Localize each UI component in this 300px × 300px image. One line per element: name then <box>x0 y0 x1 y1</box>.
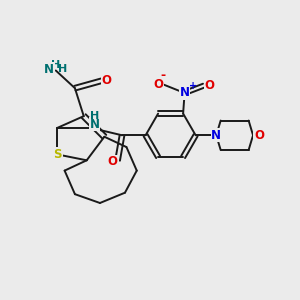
Text: O: O <box>102 74 112 87</box>
Text: N: N <box>211 129 221 142</box>
Text: N: N <box>180 86 190 100</box>
Text: H: H <box>58 64 67 74</box>
Text: O: O <box>154 78 164 91</box>
Text: N: N <box>44 62 54 76</box>
Text: S: S <box>53 148 61 161</box>
Text: +: + <box>189 81 197 91</box>
Text: N: N <box>90 118 100 130</box>
Text: O: O <box>254 129 264 142</box>
Text: H: H <box>90 110 99 121</box>
Text: -: - <box>160 69 165 82</box>
Text: O: O <box>205 79 214 92</box>
Text: O: O <box>107 155 117 168</box>
Text: H: H <box>51 60 60 70</box>
